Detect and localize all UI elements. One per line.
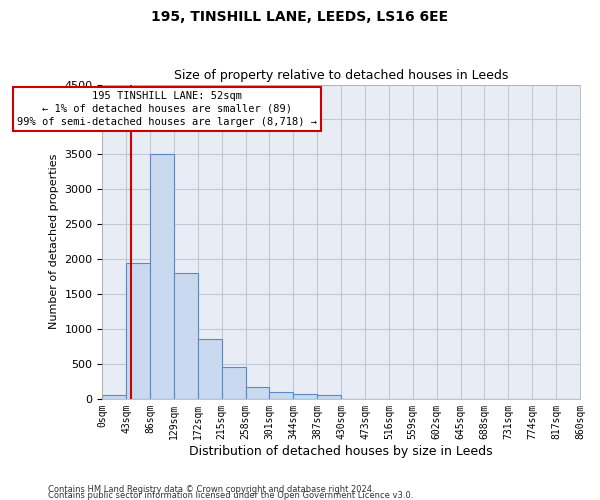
Text: Contains HM Land Registry data © Crown copyright and database right 2024.: Contains HM Land Registry data © Crown c… <box>48 486 374 494</box>
Text: 195, TINSHILL LANE, LEEDS, LS16 6EE: 195, TINSHILL LANE, LEEDS, LS16 6EE <box>151 10 449 24</box>
Text: Contains public sector information licensed under the Open Government Licence v3: Contains public sector information licen… <box>48 492 413 500</box>
Bar <box>174 273 198 399</box>
Bar <box>150 154 174 399</box>
Text: 195 TINSHILL LANE: 52sqm
← 1% of detached houses are smaller (89)
99% of semi-de: 195 TINSHILL LANE: 52sqm ← 1% of detache… <box>17 91 317 127</box>
Bar <box>221 368 245 399</box>
Y-axis label: Number of detached properties: Number of detached properties <box>49 154 59 330</box>
Bar <box>198 340 221 399</box>
Bar <box>293 394 317 399</box>
Bar <box>317 396 341 399</box>
Bar <box>126 262 150 399</box>
Bar <box>102 396 126 399</box>
Bar <box>269 392 293 399</box>
Bar <box>245 386 269 399</box>
X-axis label: Distribution of detached houses by size in Leeds: Distribution of detached houses by size … <box>189 444 493 458</box>
Title: Size of property relative to detached houses in Leeds: Size of property relative to detached ho… <box>174 69 508 82</box>
